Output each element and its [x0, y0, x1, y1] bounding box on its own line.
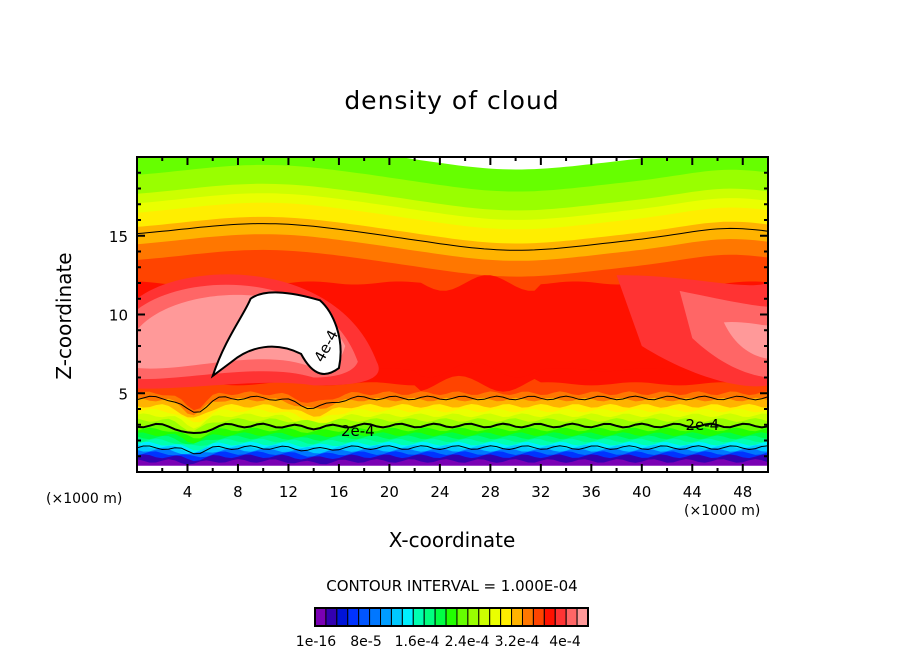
- contour-line: [137, 445, 768, 455]
- colorbar-swatch: [314, 607, 327, 627]
- colorbar: 1e-16 8e-5 1.6e-4 2.4e-4 3.2e-4 4e-4: [296, 607, 589, 650]
- colorbar-swatch: [347, 607, 360, 627]
- x-tick-label: 32: [531, 483, 550, 501]
- colorbar-swatch: [554, 607, 567, 627]
- colorbar-swatch: [423, 607, 436, 627]
- below-min-region: [137, 465, 768, 472]
- contour-line-4e-4: [210, 291, 342, 379]
- x-tick-label: 48: [733, 483, 752, 501]
- x-axis-label: X-coordinate: [388, 528, 516, 552]
- contour-line: [137, 223, 768, 251]
- x-tick-label: 44: [683, 483, 702, 501]
- colorbar-swatch: [576, 607, 589, 627]
- x-unit-label-left: (×1000 m): [46, 491, 123, 507]
- contour-line: [137, 395, 768, 413]
- x-tick-label: 4: [183, 483, 193, 501]
- colorbar-tick-label: 2.4e-4: [445, 634, 490, 650]
- contour-interval-text: CONTOUR INTERVAL = 1.000E-04: [326, 577, 578, 595]
- colorbar-swatch: [445, 607, 458, 627]
- colorbar-swatch: [500, 607, 513, 627]
- colorbar-tick-label: 3.2e-4: [495, 634, 540, 650]
- contour-label: 2e-4: [686, 416, 720, 434]
- x-tick-label: 20: [380, 483, 399, 501]
- x-unit-label-right: (×1000 m): [684, 503, 761, 519]
- colorbar-tick-label: 1e-16: [296, 634, 336, 650]
- contour-field: [137, 157, 768, 472]
- colorbar-swatch: [532, 607, 545, 627]
- contour-band: [679, 290, 768, 378]
- colorbar-tick-label: 4e-4: [549, 634, 581, 650]
- x-tick-label: 24: [430, 483, 449, 501]
- colorbar-swatch: [434, 607, 447, 627]
- x-tick-label: 8: [233, 483, 243, 501]
- colorbar-tick-label: 8e-5: [350, 634, 381, 650]
- colorbar-swatch: [467, 607, 480, 627]
- y-tick-label: 10: [109, 307, 128, 325]
- above-max-region: [212, 292, 341, 376]
- x-tick-label: 16: [329, 483, 348, 501]
- colorbar-swatch: [401, 607, 414, 627]
- colorbar-tick-label: 1.6e-4: [395, 634, 440, 650]
- contour-line: [137, 422, 768, 435]
- x-tick-label: 28: [481, 483, 500, 501]
- colorbar-swatch: [358, 607, 371, 627]
- colorbar-swatch: [543, 607, 556, 627]
- colorbar-swatch: [412, 607, 425, 627]
- colorbar-swatch: [380, 607, 392, 627]
- colorbar-swatch: [521, 607, 534, 627]
- colorbar-swatch: [325, 607, 338, 627]
- colorbar-swatch: [456, 607, 469, 627]
- contour-label: 2e-4: [341, 422, 375, 440]
- colorbar-swatch: [478, 607, 491, 627]
- colorbar-swatch: [489, 607, 502, 627]
- x-tick-label: 36: [582, 483, 601, 501]
- colorbar-swatch: [390, 607, 403, 627]
- chart-title: density of cloud: [344, 86, 560, 115]
- contour-band: [723, 322, 768, 359]
- y-tick-label: 15: [109, 228, 128, 246]
- x-tick-label: 12: [279, 483, 298, 501]
- colorbar-swatch: [511, 607, 523, 627]
- colorbar-frame: [314, 607, 589, 627]
- colorbar-swatch: [369, 607, 382, 627]
- colorbar-swatch: [565, 607, 578, 627]
- colorbar-swatch: [336, 607, 349, 627]
- x-tick-label: 40: [632, 483, 651, 501]
- y-tick-label: 5: [118, 385, 128, 403]
